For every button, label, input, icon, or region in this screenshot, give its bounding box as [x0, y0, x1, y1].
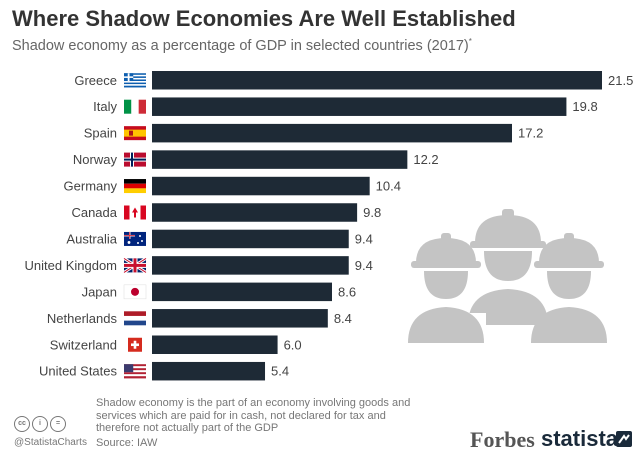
bar: [152, 176, 370, 196]
value-label: 10.4: [376, 179, 401, 194]
value-label: 8.6: [338, 284, 356, 299]
subtitle-footnote-mark: *: [468, 37, 472, 46]
category-label: Australia: [66, 231, 117, 246]
bar: [152, 203, 358, 222]
value-label: 21.5: [608, 73, 633, 88]
statista-logo[interactable]: statista: [541, 426, 619, 451]
category-label: United States: [39, 364, 118, 379]
category-label: Canada: [71, 205, 117, 220]
greece-flag-icon: [124, 73, 146, 88]
value-label: 6.0: [284, 337, 302, 352]
value-label: 17.2: [518, 126, 543, 141]
bars-layer: Greece 21.5 Italy 19.8 Spain 17.2 Norway 12.2 Ge…: [25, 71, 633, 381]
norway-flag-icon: [124, 152, 146, 167]
statista-mark-icon: [616, 431, 632, 447]
australia-flag-icon: [124, 231, 146, 246]
category-label: Japan: [82, 284, 117, 299]
category-label: Switzerland: [50, 337, 117, 352]
category-label: Germany: [64, 179, 118, 194]
usa-flag-icon: [124, 364, 146, 379]
bar: [152, 335, 278, 354]
forbes-logo[interactable]: Forbes: [470, 427, 535, 452]
value-label: 5.4: [271, 364, 289, 379]
no-derivatives-icon[interactable]: =: [50, 416, 66, 432]
bar: [152, 282, 332, 302]
category-label: Greece: [74, 73, 117, 88]
worker-helmet-icon: [406, 233, 486, 355]
bar: [152, 256, 349, 275]
footnote: Shadow economy is the part of an economy…: [96, 397, 411, 434]
bar: [152, 361, 266, 381]
statista-charts-handle[interactable]: @StatistaCharts: [14, 437, 87, 448]
worker-helmet-icon: [531, 233, 607, 343]
bar: [152, 309, 328, 328]
value-label: 19.8: [572, 99, 597, 114]
bar: [152, 71, 602, 90]
italy-flag-icon: [124, 99, 146, 114]
canada-flag-icon: [124, 205, 146, 220]
bar: [152, 123, 512, 143]
subtitle-text: Shadow economy as a percentage of GDP in…: [12, 37, 469, 54]
worker-helmet-icon: [468, 209, 548, 325]
creative-commons-icon[interactable]: cc: [14, 416, 30, 432]
value-label: 9.8: [363, 205, 381, 220]
bar: [152, 97, 567, 116]
spain-flag-icon: [124, 126, 146, 141]
category-label: United Kingdom: [25, 258, 118, 273]
japan-flag-icon: [123, 284, 147, 300]
germany-flag-icon: [124, 179, 146, 194]
value-label: 12.2: [413, 152, 438, 167]
chart-title: Where Shadow Economies Are Well Establis…: [12, 6, 516, 31]
value-label: 9.4: [355, 258, 373, 273]
bar: [152, 150, 408, 169]
category-label: Norway: [73, 152, 118, 167]
construction-workers-icon: [406, 209, 607, 355]
category-label: Italy: [93, 99, 117, 114]
license-icons: cc i =: [14, 416, 66, 432]
source: Source: IAW: [96, 437, 158, 449]
chart-subtitle: Shadow economy as a percentage of GDP in…: [12, 37, 472, 54]
value-label: 8.4: [334, 311, 352, 326]
value-label: 9.4: [355, 231, 373, 246]
switzerland-flag-icon: [128, 337, 142, 352]
bar: [152, 229, 349, 249]
uk-flag-icon: [123, 257, 147, 274]
netherlands-flag-icon: [124, 311, 146, 326]
category-label: Netherlands: [47, 311, 118, 326]
attribution-icon[interactable]: i: [32, 416, 48, 432]
category-label: Spain: [84, 126, 117, 141]
